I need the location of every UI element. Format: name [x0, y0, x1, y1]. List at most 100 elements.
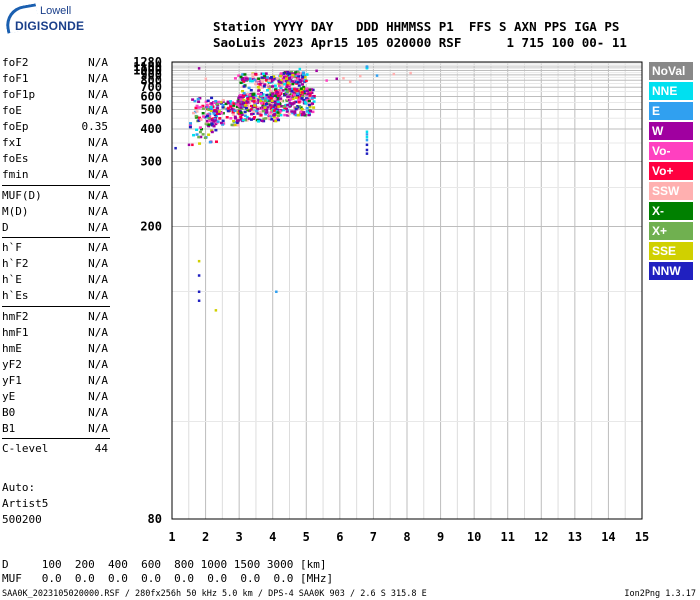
echo-point [279, 79, 283, 82]
echo-point [311, 95, 315, 98]
echo-point [256, 106, 260, 110]
echo-point [278, 80, 282, 84]
echo-point [283, 74, 287, 77]
echo-point [246, 98, 250, 101]
echo-point [302, 90, 306, 93]
echo-point [277, 102, 281, 106]
echo-point [243, 118, 247, 122]
echo-point [409, 71, 412, 75]
echo-point [216, 107, 220, 110]
echo-point [219, 100, 223, 104]
echo-point [237, 104, 241, 108]
param-value: N/A [88, 373, 108, 387]
echo-point [309, 109, 313, 113]
echo-point [365, 65, 369, 68]
echo-point [365, 143, 369, 147]
echo-point [198, 116, 202, 120]
echo-point [210, 102, 214, 105]
echo-point [198, 96, 202, 100]
y-tick-label: 800 [140, 73, 162, 87]
echo-point [259, 81, 263, 85]
echo-point [197, 119, 201, 122]
param-value: N/A [88, 273, 108, 286]
x-tick-label: 12 [534, 530, 548, 544]
echo-point [301, 83, 305, 86]
echo-point [201, 107, 205, 110]
echo-point [214, 119, 218, 122]
param-value: N/A [88, 168, 108, 181]
echo-point [252, 92, 256, 96]
echo-point [261, 109, 265, 113]
plot-frame [171, 61, 643, 520]
echo-point [299, 110, 303, 113]
echo-point [307, 103, 311, 107]
echo-point [285, 78, 289, 82]
echo-point [187, 143, 191, 147]
echo-point [303, 76, 307, 79]
echo-point [195, 104, 199, 108]
echo-point [237, 98, 241, 101]
echo-point [201, 112, 205, 115]
param-value: N/A [88, 421, 108, 435]
param-value: N/A [88, 341, 108, 355]
echo-point [200, 127, 204, 131]
autoscale-line1: Auto: [2, 481, 36, 494]
echo-point [288, 73, 292, 77]
param-name: fmin [2, 168, 29, 181]
echo-point [307, 113, 311, 117]
echo-point [248, 77, 252, 80]
echo-point [271, 78, 275, 82]
echo-point [232, 104, 236, 107]
echo-point [232, 119, 236, 123]
echo-point [221, 106, 225, 109]
echo-point [270, 106, 274, 109]
echo-point [242, 76, 246, 80]
autoscale-line3: 500200 [2, 513, 42, 526]
y-tick-label: 80 [148, 512, 162, 526]
echo-point [204, 100, 208, 104]
echo-point [232, 107, 236, 110]
y-tick-label: 1280 [133, 55, 162, 69]
echo-point [290, 70, 294, 74]
param-name: foF1 [2, 72, 29, 85]
echo-point [260, 80, 264, 83]
echo-point [233, 109, 237, 113]
echo-point [197, 290, 201, 294]
echo-point [365, 133, 369, 136]
echo-point [195, 110, 199, 113]
echo-point [293, 75, 297, 79]
echo-point [315, 69, 318, 73]
echo-point [215, 110, 219, 113]
y-tick-label: 900 [140, 68, 162, 82]
echo-point [250, 95, 254, 99]
echo-point [241, 95, 245, 99]
echo-point [277, 82, 281, 86]
param-row: h`E N/A [2, 272, 110, 288]
echo-point [295, 74, 299, 77]
echo-point [308, 105, 312, 109]
param-row: h`F N/A [2, 240, 110, 256]
echo-point [288, 101, 292, 105]
legend-item-vominus: Vo- [649, 142, 693, 160]
echo-point [188, 125, 192, 129]
echo-point [207, 119, 211, 123]
echo-point [267, 101, 271, 104]
lowell-digisonde-logo: Lowell DIGISONDE [2, 3, 84, 43]
legend-item-nne: NNE [649, 82, 693, 100]
echo-point [365, 130, 369, 134]
param-name: B1 [2, 421, 16, 435]
echo-point [191, 98, 195, 101]
echo-point [239, 117, 243, 121]
echo-point [214, 122, 218, 126]
echo-point [250, 112, 254, 116]
echo-point [269, 115, 273, 118]
param-value: N/A [88, 72, 108, 85]
param-row: yE N/A [2, 389, 110, 405]
echo-point [195, 133, 199, 136]
param-value: N/A [88, 104, 108, 117]
echo-point [229, 100, 233, 103]
echo-point [249, 97, 253, 100]
echo-point [247, 86, 251, 90]
echo-point [235, 121, 239, 125]
param-value: N/A [88, 309, 108, 323]
